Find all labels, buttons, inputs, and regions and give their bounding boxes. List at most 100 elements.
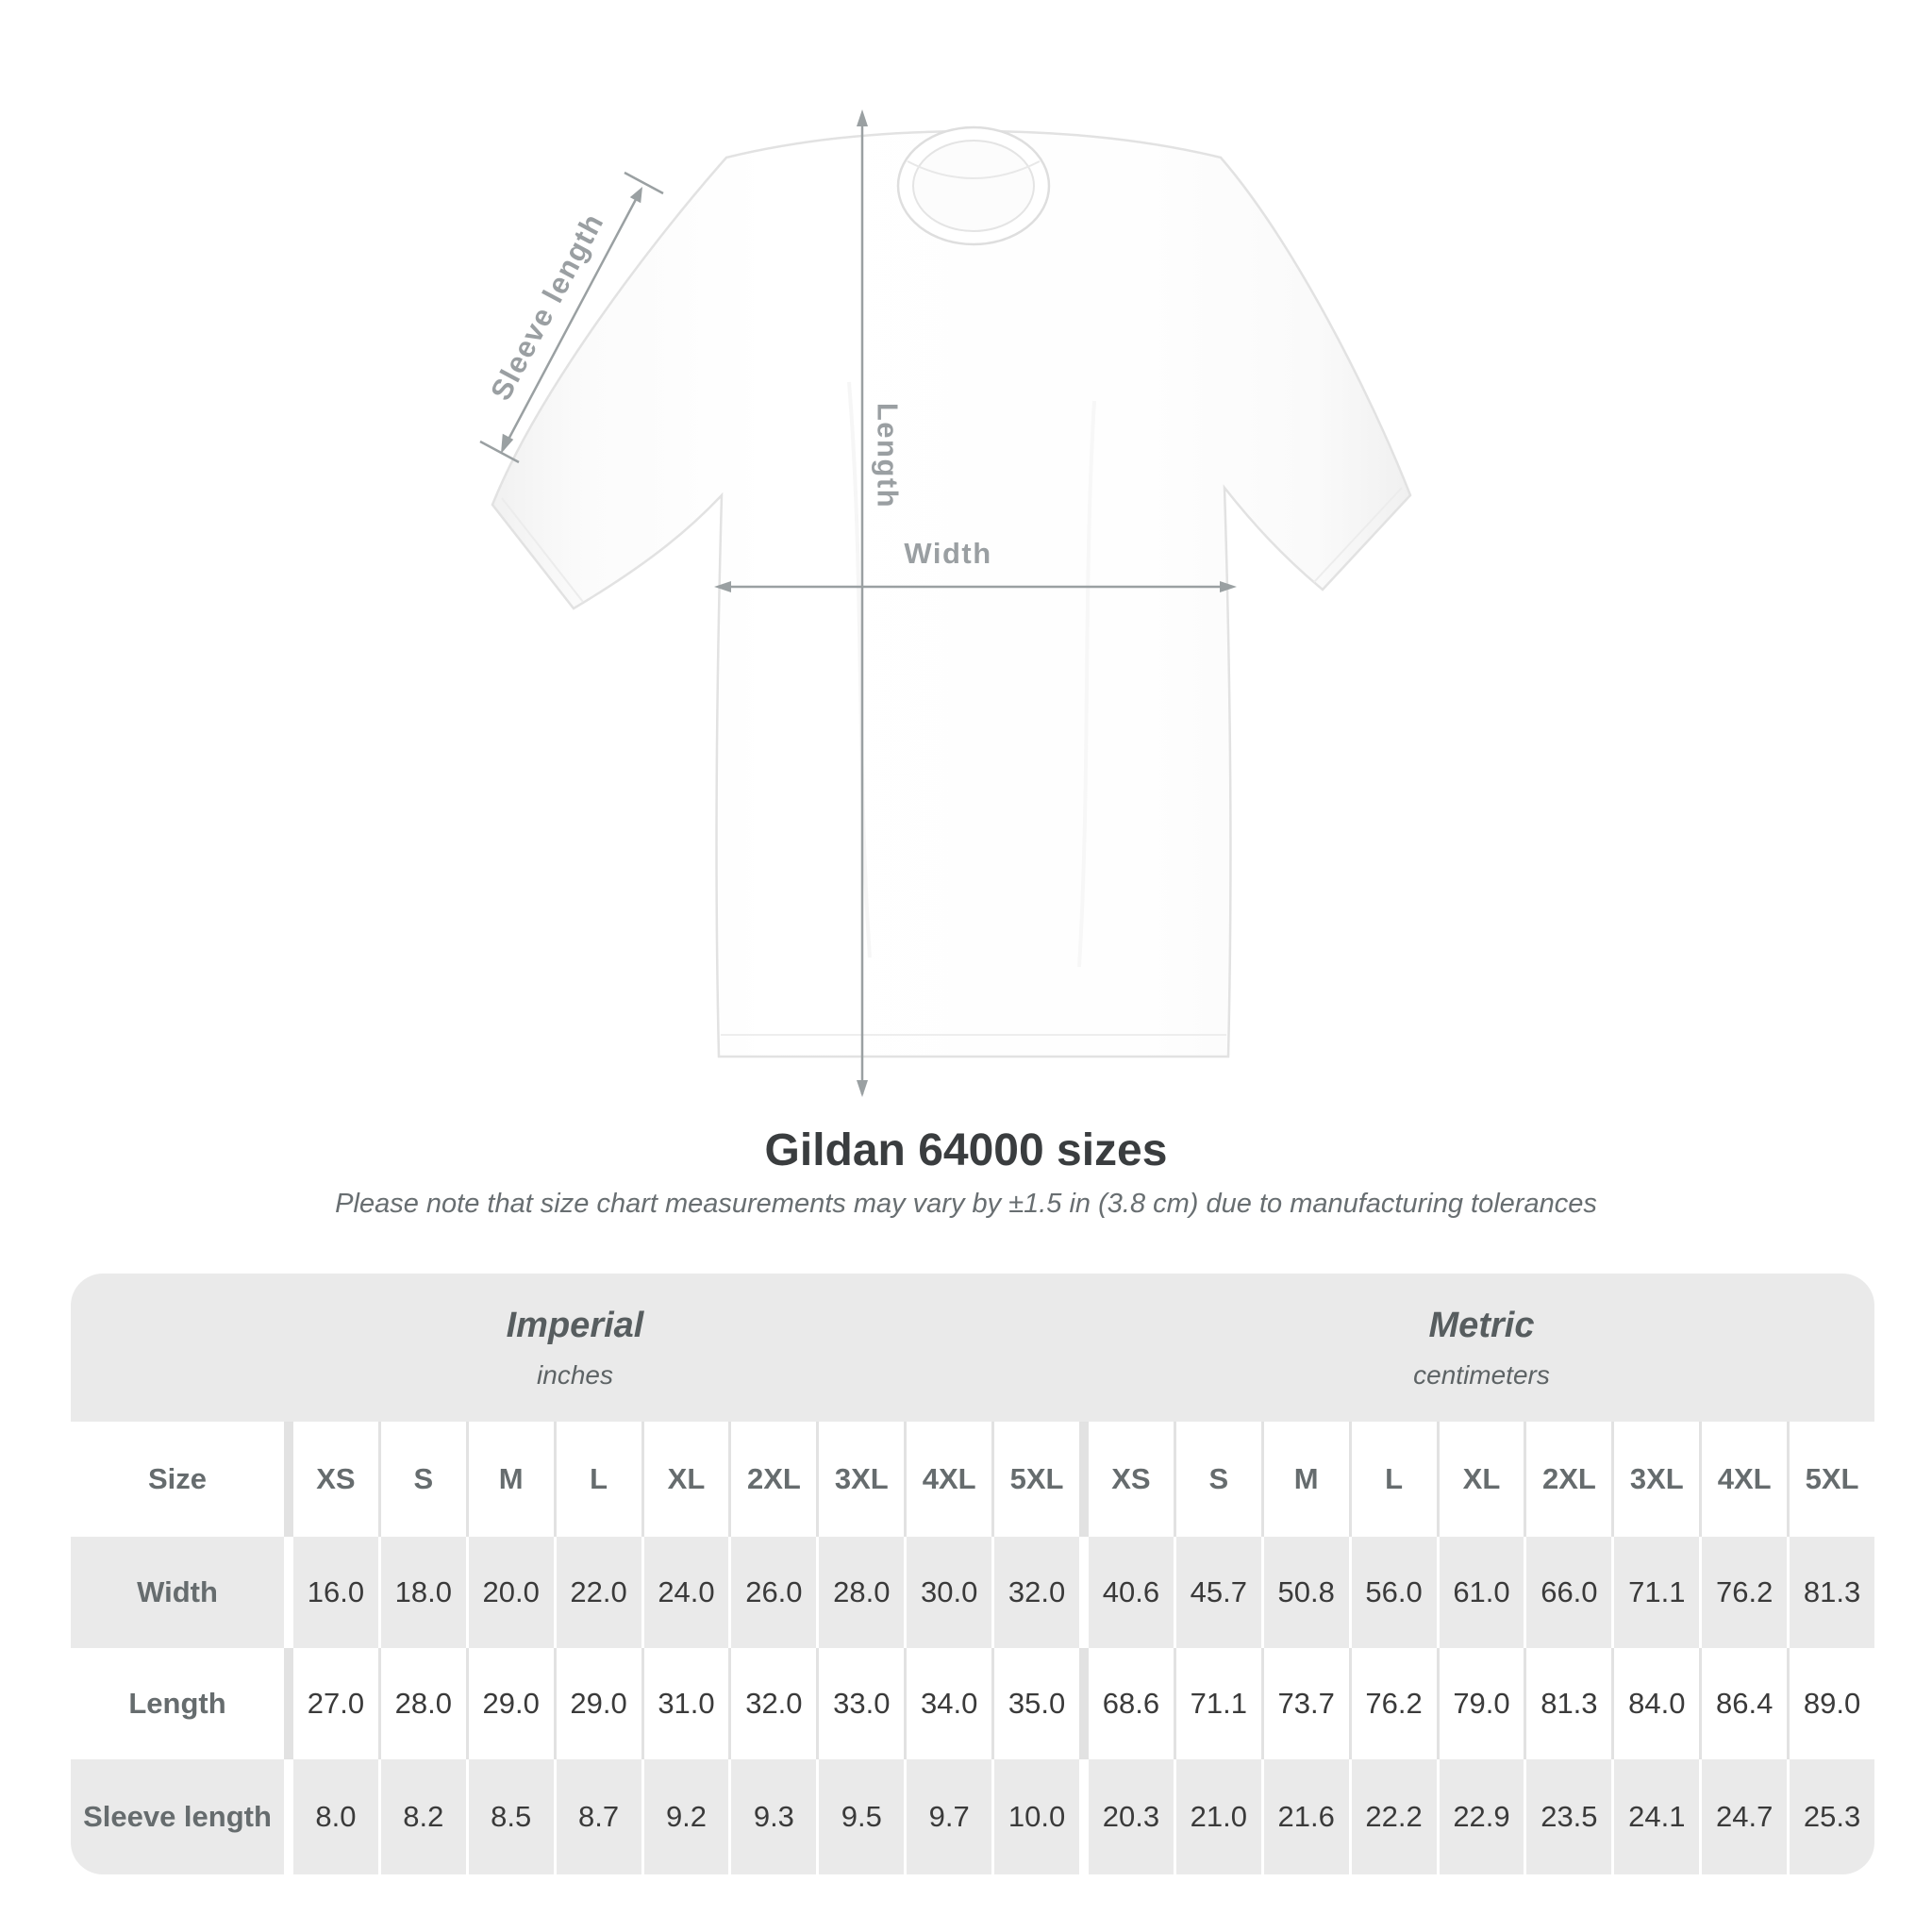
table-row-sleeve-length: Sleeve length 8.0 8.2 8.5 8.7 9.2 9.3 9.… — [71, 1759, 1874, 1874]
value-cell: 28.0 — [380, 1648, 466, 1759]
page-title: Gildan 64000 sizes — [764, 1125, 1168, 1175]
width-dimension-arrow — [714, 581, 1237, 592]
row-label: Length — [71, 1648, 284, 1759]
metric-unit-label: centimeters — [1413, 1359, 1550, 1390]
value-cell: 79.0 — [1439, 1648, 1524, 1759]
section-divider — [287, 1422, 291, 1537]
column-header: 2XL — [1526, 1422, 1612, 1537]
length-dimension-label: Length — [872, 403, 905, 508]
value-cell: 26.0 — [731, 1537, 817, 1648]
column-header: 3XL — [819, 1422, 905, 1537]
metric-section-header: Metric centimeters — [1089, 1274, 1874, 1422]
column-header: XL — [643, 1422, 729, 1537]
section-divider — [1082, 1537, 1086, 1648]
column-header: 4XL — [907, 1422, 992, 1537]
value-cell: 10.0 — [994, 1759, 1079, 1874]
row-label: Sleeve length — [71, 1759, 284, 1874]
value-cell: 20.3 — [1088, 1759, 1174, 1874]
tshirt-wrinkle — [847, 381, 872, 958]
value-cell: 61.0 — [1439, 1537, 1524, 1648]
unit-header-band: Imperial inches Metric centimeters — [71, 1274, 1874, 1422]
table-row-width: Width 16.0 18.0 20.0 22.0 24.0 26.0 28.0… — [71, 1537, 1874, 1648]
value-cell: 66.0 — [1526, 1537, 1612, 1648]
value-cell: 23.5 — [1526, 1759, 1612, 1874]
tshirt-left-sleeve-stitch — [501, 497, 584, 603]
column-header: XL — [1439, 1422, 1524, 1537]
column-header: 3XL — [1614, 1422, 1700, 1537]
value-cell: 8.7 — [556, 1759, 641, 1874]
length-dimension-arrow — [857, 109, 868, 1097]
imperial-label: Imperial — [506, 1305, 644, 1345]
column-header: S — [1175, 1422, 1261, 1537]
row-label: Width — [71, 1537, 284, 1648]
value-cell: 21.0 — [1175, 1759, 1261, 1874]
value-cell: 32.0 — [994, 1537, 1079, 1648]
value-cell: 81.3 — [1790, 1537, 1874, 1648]
value-cell: 76.2 — [1351, 1648, 1437, 1759]
section-divider — [1082, 1422, 1086, 1537]
value-cell: 28.0 — [819, 1537, 905, 1648]
value-cell: 18.0 — [380, 1537, 466, 1648]
value-cell: 16.0 — [293, 1537, 378, 1648]
value-cell: 27.0 — [293, 1648, 378, 1759]
column-header: XS — [1088, 1422, 1174, 1537]
value-cell: 30.0 — [907, 1537, 992, 1648]
column-header: 5XL — [1790, 1422, 1874, 1537]
value-cell: 56.0 — [1351, 1537, 1437, 1648]
sleeve-dimension-arrow — [479, 171, 664, 464]
column-header: L — [1351, 1422, 1437, 1537]
value-cell: 25.3 — [1790, 1759, 1874, 1874]
size-column-header: Size — [71, 1422, 284, 1537]
tshirt-body — [491, 129, 1412, 1058]
value-cell: 24.1 — [1614, 1759, 1700, 1874]
imperial-section-header: Imperial inches — [71, 1274, 1079, 1422]
tshirt-measurement-diagram: Length Width Sleeve length — [479, 109, 1412, 1097]
value-cell: 40.6 — [1088, 1537, 1174, 1648]
value-cell: 24.0 — [643, 1537, 729, 1648]
value-cell: 35.0 — [994, 1648, 1079, 1759]
column-header: 4XL — [1702, 1422, 1788, 1537]
column-header: M — [1263, 1422, 1349, 1537]
tshirt-wrinkle — [1077, 400, 1096, 968]
value-cell: 71.1 — [1614, 1537, 1700, 1648]
value-cell: 21.6 — [1263, 1759, 1349, 1874]
column-header: 5XL — [994, 1422, 1079, 1537]
value-cell: 29.0 — [556, 1648, 641, 1759]
value-cell: 24.7 — [1702, 1759, 1788, 1874]
value-cell: 22.0 — [556, 1537, 641, 1648]
section-divider — [287, 1537, 291, 1648]
value-cell: 86.4 — [1702, 1648, 1788, 1759]
imperial-unit-label: inches — [537, 1359, 613, 1390]
tshirt-collar-inner — [912, 140, 1035, 232]
value-cell: 71.1 — [1175, 1648, 1261, 1759]
value-cell: 45.7 — [1175, 1537, 1261, 1648]
tolerance-note: Please note that size chart measurements… — [335, 1189, 1597, 1219]
size-header-row: Size XS S M L XL 2XL 3XL 4XL 5XL XS S M … — [71, 1422, 1874, 1537]
value-cell: 8.5 — [468, 1759, 554, 1874]
tshirt-collar-seam — [907, 160, 1041, 179]
size-chart-table: Imperial inches Metric centimeters Size … — [71, 1274, 1874, 1874]
column-header: 2XL — [731, 1422, 817, 1537]
value-cell: 89.0 — [1790, 1648, 1874, 1759]
section-divider — [1082, 1648, 1086, 1759]
value-cell: 9.7 — [907, 1759, 992, 1874]
value-cell: 76.2 — [1702, 1537, 1788, 1648]
value-cell: 22.9 — [1439, 1759, 1524, 1874]
title-block: Gildan 64000 sizes Please note that size… — [0, 1128, 1932, 1218]
value-cell: 29.0 — [468, 1648, 554, 1759]
value-cell: 50.8 — [1263, 1537, 1349, 1648]
value-cell: 33.0 — [819, 1648, 905, 1759]
value-cell: 9.5 — [819, 1759, 905, 1874]
metric-label: Metric — [1428, 1305, 1535, 1345]
column-header: S — [380, 1422, 466, 1537]
section-divider — [287, 1648, 291, 1759]
value-cell: 34.0 — [907, 1648, 992, 1759]
value-cell: 9.2 — [643, 1759, 729, 1874]
section-divider — [1082, 1759, 1086, 1874]
value-cell: 9.3 — [731, 1759, 817, 1874]
value-cell: 73.7 — [1263, 1648, 1349, 1759]
value-cell: 84.0 — [1614, 1648, 1700, 1759]
value-cell: 32.0 — [731, 1648, 817, 1759]
width-dimension-label: Width — [904, 537, 991, 570]
value-cell: 22.2 — [1351, 1759, 1437, 1874]
